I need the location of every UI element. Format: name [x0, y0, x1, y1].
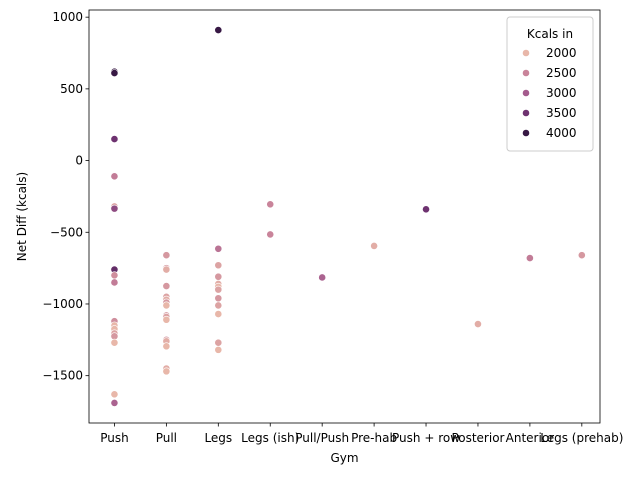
x-tick-label: Anterior [506, 431, 555, 445]
legend: Kcals in 2000 2500 3000 3500 4000 [506, 16, 594, 152]
data-point [214, 285, 223, 294]
legend-marker [522, 129, 530, 137]
legend-marker [522, 89, 530, 97]
data-point [162, 367, 171, 376]
legend-label: 2500 [546, 66, 577, 80]
data-point [214, 26, 223, 34]
data-point [162, 282, 171, 290]
legend-label: 3000 [546, 86, 577, 100]
data-point [162, 265, 171, 274]
data-point [214, 301, 223, 310]
x-tick-label: Push + row [392, 431, 460, 445]
data-point [214, 272, 223, 281]
data-point [214, 244, 223, 253]
data-point [214, 310, 223, 318]
data-point [370, 241, 379, 250]
legend-marker [522, 109, 530, 117]
legend-label: 2000 [546, 46, 577, 60]
y-tick-label: −500 [50, 225, 83, 239]
data-point [577, 251, 586, 260]
y-tick-label: −1000 [42, 297, 83, 311]
data-point [214, 338, 223, 347]
data-point [214, 345, 223, 354]
data-point [110, 69, 119, 77]
legend-marker [522, 49, 530, 57]
x-tick-label: Push [100, 431, 129, 445]
data-point [110, 172, 119, 181]
y-axis: −1500 −1000 −500 0 500 1000 [42, 10, 89, 383]
y-tick-label: 0 [75, 154, 83, 168]
x-tick-label: Legs [204, 431, 232, 445]
x-axis-label: Gym [330, 451, 358, 465]
data-point [266, 200, 275, 209]
data-point [110, 135, 119, 143]
x-tick-label: Pre-hab [351, 431, 397, 445]
data-point [162, 342, 171, 351]
legend-label: 4000 [546, 126, 577, 140]
x-tick-label: Posterior [451, 431, 504, 445]
data-point [110, 278, 119, 287]
data-point [318, 273, 327, 282]
data-point [110, 338, 119, 347]
data-point [162, 301, 171, 310]
y-axis-label: Net Diff (kcals) [15, 172, 29, 261]
data-point [110, 399, 119, 407]
x-tick-label: Pull/Push [295, 431, 349, 445]
points-layer [110, 26, 586, 407]
legend-marker [522, 69, 530, 77]
y-tick-label: 1000 [52, 10, 83, 24]
legend-title: Kcals in [527, 27, 573, 41]
data-point [214, 261, 223, 270]
data-point [266, 230, 275, 239]
data-point [110, 332, 119, 341]
legend-entries: 2000 2500 3000 3500 4000 [522, 46, 577, 140]
data-point [422, 205, 430, 214]
legend-label: 3500 [546, 106, 577, 120]
data-point [474, 320, 482, 328]
data-point [110, 271, 119, 280]
y-tick-label: −1500 [42, 369, 83, 383]
x-tick-label: Legs (prehab) [540, 431, 623, 445]
y-tick-label: 500 [60, 82, 83, 96]
data-point [110, 204, 119, 213]
x-tick-label: Legs (ish) [241, 431, 299, 445]
data-point [162, 251, 171, 260]
x-axis: Push Pull Legs Legs (ish)Pull/Push Pre-habPu… [100, 423, 623, 445]
data-point [214, 294, 223, 303]
data-point [110, 390, 119, 399]
data-point [162, 315, 171, 324]
data-point [525, 254, 534, 262]
x-tick-label: Pull [156, 431, 177, 445]
plot-frame [88, 9, 601, 424]
